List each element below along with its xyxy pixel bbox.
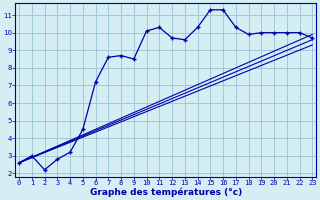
X-axis label: Graphe des températures (°c): Graphe des températures (°c) — [90, 188, 242, 197]
